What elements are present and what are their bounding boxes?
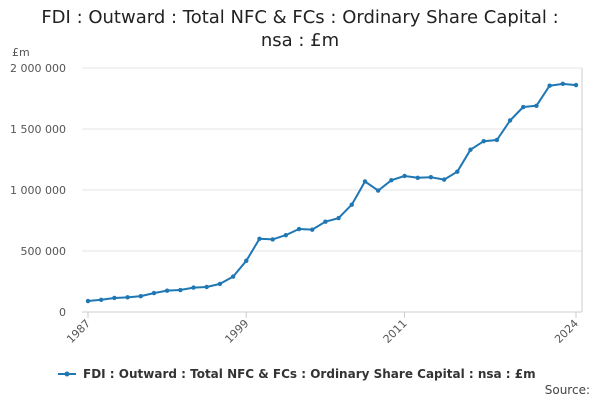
data-point[interactable] — [283, 232, 289, 238]
chart-title: FDI : Outward : Total NFC & FCs : Ordina… — [0, 6, 600, 52]
source-label: Source: — [545, 383, 590, 397]
data-point[interactable] — [98, 297, 104, 302]
data-point[interactable] — [310, 227, 315, 232]
data-point[interactable] — [547, 83, 552, 88]
y-tick-label: 0 — [59, 306, 66, 319]
y-tick-label: 2 000 000 — [10, 62, 66, 75]
data-point[interactable] — [534, 103, 539, 109]
data-point[interactable] — [138, 293, 143, 299]
y-axis-unit-label: £m — [12, 46, 30, 59]
data-point[interactable] — [191, 285, 196, 290]
data-point[interactable] — [323, 219, 328, 224]
data-point[interactable] — [112, 295, 117, 301]
data-point[interactable] — [336, 215, 341, 221]
data-point[interactable] — [507, 118, 513, 123]
data-point[interactable] — [270, 237, 275, 242]
data-point[interactable] — [375, 188, 381, 193]
data-point[interactable] — [362, 179, 368, 184]
legend[interactable]: FDI : Outward : Total NFC & FCs : Ordina… — [58, 367, 536, 381]
y-tick-label: 1 500 000 — [10, 123, 66, 136]
data-point[interactable] — [494, 137, 500, 143]
data-point[interactable] — [178, 287, 183, 293]
data-point[interactable] — [402, 173, 407, 179]
y-tick-label: 1 000 000 — [10, 184, 66, 197]
data-point[interactable] — [296, 226, 302, 232]
data-point[interactable] — [151, 290, 157, 296]
x-tick-label: 1987 — [64, 317, 93, 346]
legend-point-marker — [64, 371, 70, 377]
series-line — [87, 82, 577, 302]
y-tick-label: 500 000 — [21, 245, 67, 258]
data-point[interactable] — [468, 147, 473, 152]
data-point[interactable] — [257, 236, 262, 241]
data-point[interactable] — [415, 175, 420, 180]
data-point[interactable] — [244, 258, 249, 263]
legend-label: FDI : Outward : Total NFC & FCs : Ordina… — [83, 367, 536, 381]
data-point[interactable] — [521, 104, 526, 110]
chart-title-line-2: nsa : £m — [260, 30, 340, 51]
x-tick-label: 1999 — [222, 317, 251, 346]
chart-title-line-1: FDI : Outward : Total NFC & FCs : Ordina… — [41, 7, 559, 28]
data-point[interactable] — [230, 274, 236, 279]
axes: 0 500 000 1 000 000 1 500 000 2 000 000 1987 1… — [10, 62, 583, 346]
data-point[interactable] — [455, 169, 460, 174]
x-tick-label: 2011 — [381, 317, 410, 346]
data-point[interactable] — [204, 284, 209, 290]
data-point[interactable] — [389, 178, 394, 183]
data-point[interactable] — [560, 81, 566, 87]
data-point[interactable] — [481, 139, 486, 144]
data-point[interactable] — [441, 177, 447, 182]
data-point[interactable] — [85, 298, 91, 304]
data-point[interactable] — [164, 288, 170, 293]
x-tick-label: 2024 — [552, 317, 581, 346]
series-layer — [85, 81, 579, 304]
data-point[interactable] — [428, 174, 434, 180]
data-point[interactable] — [573, 82, 579, 88]
data-point[interactable] — [349, 202, 354, 207]
grid-lines — [82, 67, 582, 252]
data-point[interactable] — [125, 295, 130, 300]
data-point[interactable] — [217, 281, 223, 287]
